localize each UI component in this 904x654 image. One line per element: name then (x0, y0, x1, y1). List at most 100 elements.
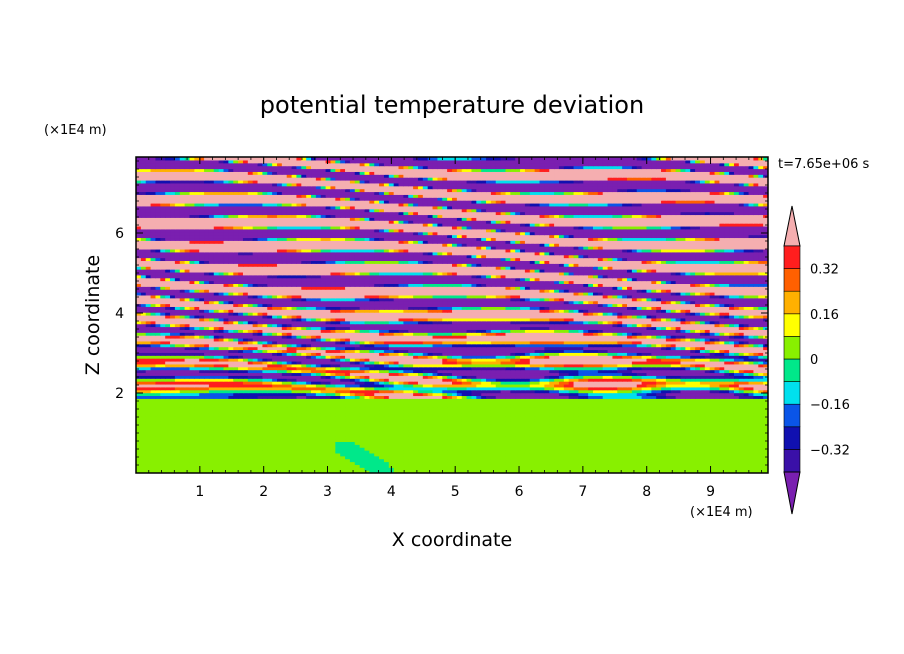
field-cell (704, 450, 711, 454)
field-cell (257, 421, 263, 425)
field-cell (447, 424, 453, 428)
field-cell (646, 404, 652, 408)
field-cell (345, 383, 351, 388)
field-cell (539, 409, 545, 414)
field-cell (247, 421, 254, 425)
field-cell (228, 415, 234, 420)
field-cell (481, 447, 487, 451)
field-cell (758, 404, 764, 408)
field-cell (758, 395, 764, 399)
field-cell (544, 432, 550, 437)
field-cell (490, 432, 497, 437)
field-cell (432, 409, 439, 414)
field-cell (758, 383, 764, 388)
field-cell (636, 424, 643, 428)
field-cell (524, 427, 531, 431)
field-cell (695, 418, 701, 422)
field-cell (257, 450, 263, 454)
field-cell (199, 406, 205, 411)
field-cell (461, 441, 468, 445)
field-cell (612, 398, 618, 402)
field-cell (184, 444, 191, 448)
field-cell (427, 421, 434, 425)
field-cell (733, 383, 740, 388)
field-cell (646, 458, 652, 463)
field-cell (170, 444, 176, 448)
field-cell (597, 452, 604, 457)
field-cell (534, 427, 541, 431)
field-cell (558, 395, 565, 399)
field-cell (242, 435, 249, 440)
field-cell (461, 412, 468, 417)
field-cell (476, 467, 482, 471)
field-cell (554, 429, 560, 434)
field-cell (651, 452, 657, 457)
field-cell (699, 406, 706, 411)
field-cell (194, 450, 200, 454)
field-cell (724, 432, 730, 437)
field-cell (695, 461, 701, 465)
field-cell (393, 415, 400, 420)
field-cell (170, 470, 176, 473)
field-cell (534, 464, 541, 468)
field-cell (661, 418, 667, 422)
field-cell (685, 412, 691, 417)
field-cell (612, 435, 618, 440)
field-cell (315, 406, 322, 411)
field-cell (646, 392, 652, 397)
field-cell (665, 392, 672, 397)
field-cell (520, 401, 526, 405)
field-cell (558, 444, 565, 448)
field-cell (646, 470, 652, 473)
field-cell (568, 461, 575, 465)
field-cell (500, 435, 507, 440)
field-cell (607, 383, 614, 388)
field-cell (179, 392, 186, 397)
field-cell (393, 409, 400, 414)
field-cell (738, 427, 745, 431)
field-cell (408, 392, 414, 397)
field-cell (641, 381, 648, 385)
field-cell (447, 452, 453, 457)
field-cell (481, 412, 487, 417)
field-cell (233, 438, 239, 442)
field-cell (340, 455, 346, 460)
field-cell (476, 395, 482, 399)
field-cell (729, 392, 735, 397)
field-cell (558, 381, 565, 385)
field-cell (184, 378, 191, 382)
field-cell (174, 392, 181, 397)
field-cell (213, 412, 220, 417)
field-cell (155, 381, 161, 385)
field-cell (529, 389, 536, 394)
field-cell (417, 429, 424, 434)
field-cell (354, 401, 361, 405)
field-cell (223, 429, 229, 434)
field-cell (651, 461, 657, 465)
field-cell (208, 418, 215, 422)
field-cell (228, 418, 234, 422)
field-cell (349, 455, 356, 460)
field-cell (758, 435, 764, 440)
field-cell (733, 424, 740, 428)
field-cell (179, 467, 186, 471)
field-cell (578, 412, 584, 417)
field-cell (379, 458, 385, 463)
field-cell (194, 409, 200, 414)
field-cell (714, 389, 720, 394)
field-cell (165, 447, 171, 451)
field-cell (592, 444, 599, 448)
field-cell (631, 447, 638, 451)
field-cell (223, 470, 229, 473)
field-cell (330, 404, 336, 408)
field-cell (388, 404, 395, 408)
field-cell (427, 395, 434, 399)
field-cell (388, 412, 395, 417)
field-cell (724, 412, 730, 417)
field-cell (170, 441, 176, 445)
field-cell (592, 432, 599, 437)
field-cell (442, 392, 448, 397)
field-cell (476, 424, 482, 428)
field-cell (729, 395, 735, 399)
field-cell (724, 421, 730, 425)
